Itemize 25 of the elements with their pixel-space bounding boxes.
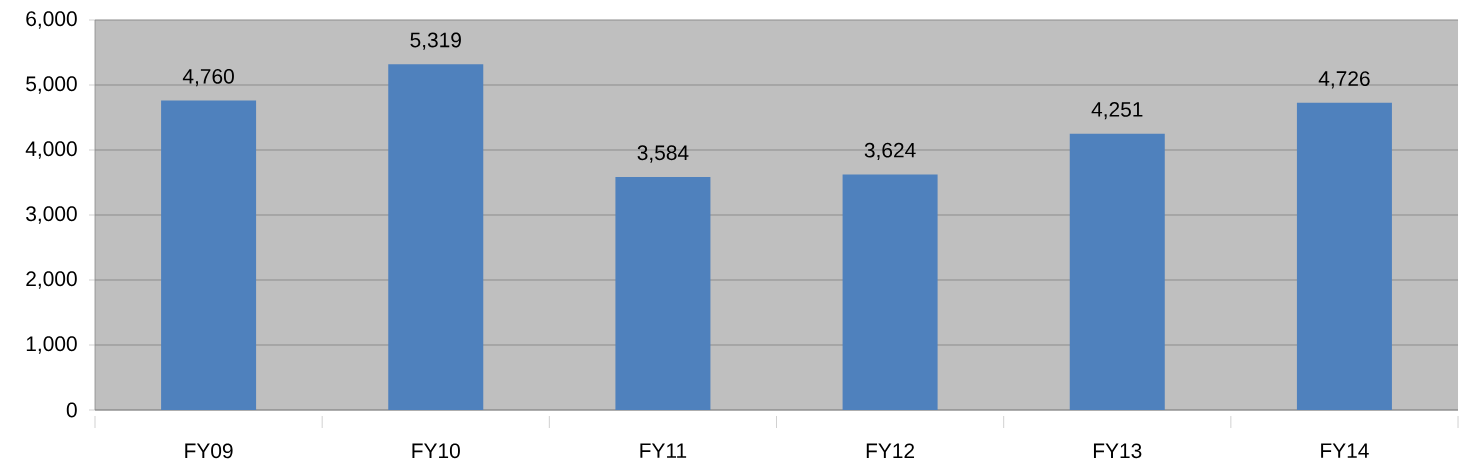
x-tick-label: FY10 (412, 443, 460, 459)
data-label: 3,624 (864, 142, 916, 161)
y-tick-label: 2,000 (26, 271, 77, 289)
bar (388, 64, 484, 410)
y-tick-label: 0 (66, 402, 77, 418)
bar (161, 100, 257, 410)
bar (615, 177, 711, 410)
data-label: 5,319 (410, 32, 461, 50)
y-tick-label: 4,000 (25, 141, 77, 159)
x-tick-label: FY09 (185, 443, 233, 459)
data-label: 4,251 (1091, 102, 1143, 120)
data-label: 4,760 (182, 68, 234, 87)
x-tick-label: FY13 (1093, 443, 1142, 459)
y-tick-label: 1,000 (26, 336, 77, 354)
data-label: 3,584 (637, 145, 689, 163)
data-label: 4,726 (1318, 71, 1370, 89)
y-tick-label: 6,000 (26, 11, 77, 29)
bar (1296, 102, 1392, 410)
bar (1069, 133, 1165, 410)
x-tick-label: FY12 (866, 443, 915, 458)
y-tick-label: 5,000 (26, 76, 77, 94)
y-tick-label: 3,000 (26, 206, 77, 224)
bar (842, 174, 938, 410)
x-tick-label: FY14 (1321, 443, 1369, 458)
x-tick-label: FY11 (640, 443, 687, 458)
